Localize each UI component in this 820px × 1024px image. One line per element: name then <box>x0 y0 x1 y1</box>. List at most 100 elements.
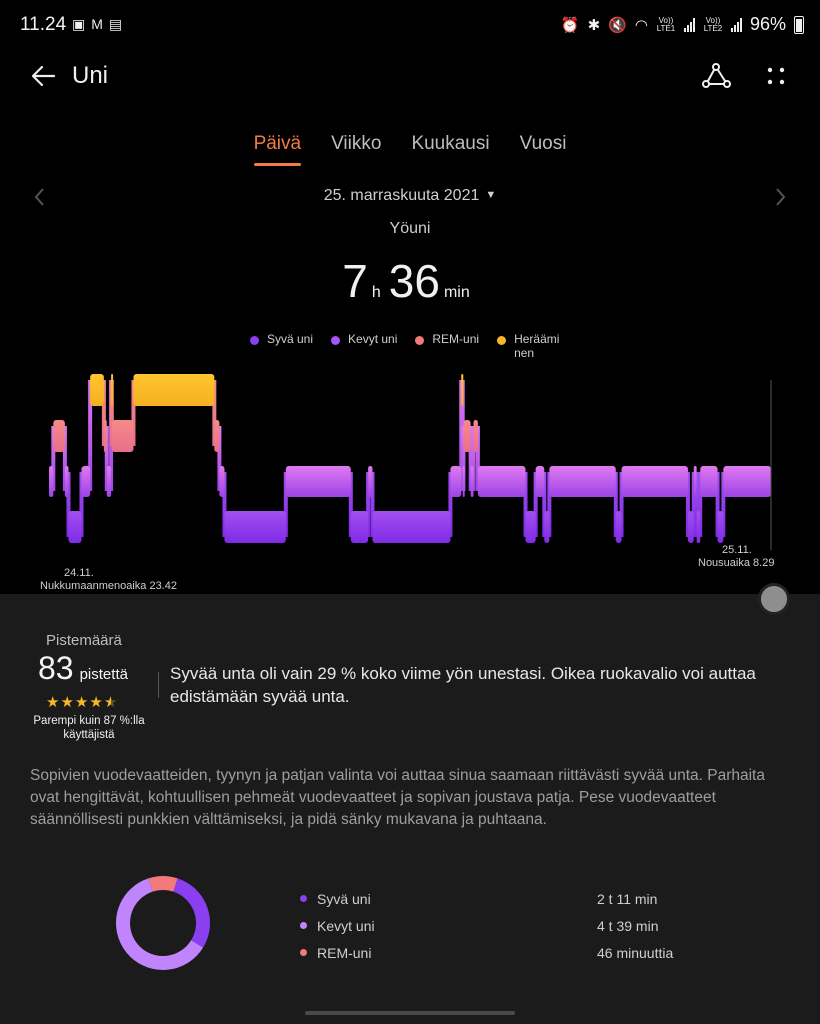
notification-icons: ▣M▤ <box>72 16 128 33</box>
star-icon: ★ <box>89 694 104 711</box>
breakdown-dot <box>300 895 307 902</box>
advice-detail: Sopivien vuodevaatteiden, tyynyn ja patj… <box>30 767 765 828</box>
stage-segment <box>372 511 451 543</box>
divider <box>158 672 159 698</box>
chevron-right-icon[interactable] <box>770 186 790 208</box>
sleep-stage-chart[interactable] <box>0 360 820 560</box>
stage-segment <box>621 466 688 497</box>
stage-segment <box>285 466 351 497</box>
breakdown-dot <box>300 922 307 929</box>
stage-transition <box>348 472 353 537</box>
legend-dot <box>331 336 341 345</box>
duration-hours-unit: h <box>371 284 381 301</box>
breakdown-value: 2 t 11 min <box>597 890 658 907</box>
stage-segment <box>450 466 462 497</box>
stage-transition <box>468 426 473 491</box>
stage-segment <box>463 420 471 452</box>
stage-transition <box>533 472 538 537</box>
bedtime-label: Nukkumaanmenoaika 23.42 <box>40 580 177 592</box>
legend-dot <box>497 336 507 345</box>
star-icon: ★ <box>60 694 75 711</box>
stage-transition <box>79 472 84 537</box>
breakdown-value: 46 minuuttia <box>597 944 674 961</box>
stage-segment <box>368 466 373 497</box>
tab-day[interactable]: Päivä <box>239 132 317 168</box>
mail-icon: M <box>91 16 109 32</box>
stage-segment <box>111 374 114 406</box>
legend-label: REM-uni <box>432 332 480 346</box>
stage-segment <box>473 420 478 452</box>
stage-transition <box>547 472 552 537</box>
breakdown-label: Kevyt uni <box>317 917 375 934</box>
tab-month[interactable]: Kuukausi <box>411 133 490 154</box>
stage-segment <box>68 511 82 543</box>
donut-slice <box>172 878 210 948</box>
stage-segment <box>717 511 724 543</box>
gesture-bar <box>305 1011 515 1015</box>
chart-legend: Syvä uni Kevyt uni REM-uni Heräämi nen <box>250 332 566 360</box>
breakdown-row-light: Kevyt uni 4 t 39 min <box>300 912 700 939</box>
stage-segment <box>615 511 622 543</box>
stage-segment <box>111 420 134 452</box>
stage-segment <box>53 420 65 452</box>
message-icon: ▤ <box>108 16 129 32</box>
tab-week[interactable]: Viikko <box>331 133 382 154</box>
breakdown-dot <box>300 949 307 956</box>
battery-percent: 96% <box>749 14 786 34</box>
stage-transition <box>461 426 466 491</box>
back-arrow-icon[interactable] <box>28 60 60 92</box>
stage-transition <box>685 472 690 537</box>
stage-segment <box>723 466 771 497</box>
chevron-left-icon[interactable] <box>30 186 50 208</box>
stage-transition <box>51 426 56 491</box>
lte1-label: Vo)) LTE1 <box>656 15 676 33</box>
stage-transition <box>104 426 109 491</box>
tab-year[interactable]: Vuosi <box>519 133 567 154</box>
more-options-icon[interactable] <box>760 60 792 92</box>
stage-segment <box>544 511 550 543</box>
stage-segment <box>549 466 616 497</box>
start-date: 24.11. <box>64 567 94 579</box>
date-label: 25. marraskuuta 2021 <box>323 187 480 204</box>
stage-transition <box>471 426 476 491</box>
breakdown-value: 4 t 39 min <box>597 917 659 934</box>
stage-segment <box>219 466 225 497</box>
stage-transition <box>62 426 67 491</box>
stage-transition <box>217 426 222 491</box>
duration-hours: 7 <box>342 255 368 307</box>
stage-transition <box>66 472 71 537</box>
breakdown-row-deep: Syvä uni 2 t 11 min <box>300 885 700 912</box>
sleep-duration: 7 h 36 min <box>0 254 820 308</box>
period-tabs: Päivä Viikko Kuukausi Vuosi <box>0 132 820 172</box>
stage-transition <box>366 472 371 537</box>
stage-segment <box>693 466 697 497</box>
legend-dot <box>415 336 425 345</box>
score-number: 83 <box>38 650 74 686</box>
scrubber-handle[interactable] <box>758 583 790 615</box>
stage-segment <box>81 466 91 497</box>
stage-segment <box>64 466 69 497</box>
share-icon[interactable] <box>700 60 732 92</box>
sleep-donut-chart <box>116 876 210 970</box>
stage-segment <box>133 374 215 406</box>
comparison-text: Parempi kuin 87 %:lla käyttäjistä <box>33 715 145 741</box>
stage-transition <box>283 472 288 537</box>
legend-awake: Heräämi nen <box>497 332 566 360</box>
stage-transition <box>542 472 547 537</box>
breakdown-label: Syvä uni <box>317 890 371 907</box>
wifi-icon: ◠ <box>634 16 648 34</box>
legend-dot <box>250 336 259 345</box>
stage-segment <box>470 466 474 497</box>
stage-transition <box>101 380 106 446</box>
stage-transition <box>88 380 93 491</box>
status-time: 11.24 <box>20 14 67 35</box>
duration-minutes: 36 <box>388 255 440 307</box>
stage-transition <box>715 472 720 537</box>
stage-transition <box>475 426 480 491</box>
sleep-breakdown: Syvä uni 2 t 11 min Kevyt uni 4 t 39 min… <box>300 885 700 966</box>
breakdown-row-rem: REM-uni 46 minuuttia <box>300 939 700 966</box>
stage-segment <box>535 466 545 497</box>
stage-segment <box>462 466 465 497</box>
stage-transition <box>691 472 696 537</box>
date-selector[interactable]: 25. marraskuuta 2021 ▼ <box>0 187 820 205</box>
